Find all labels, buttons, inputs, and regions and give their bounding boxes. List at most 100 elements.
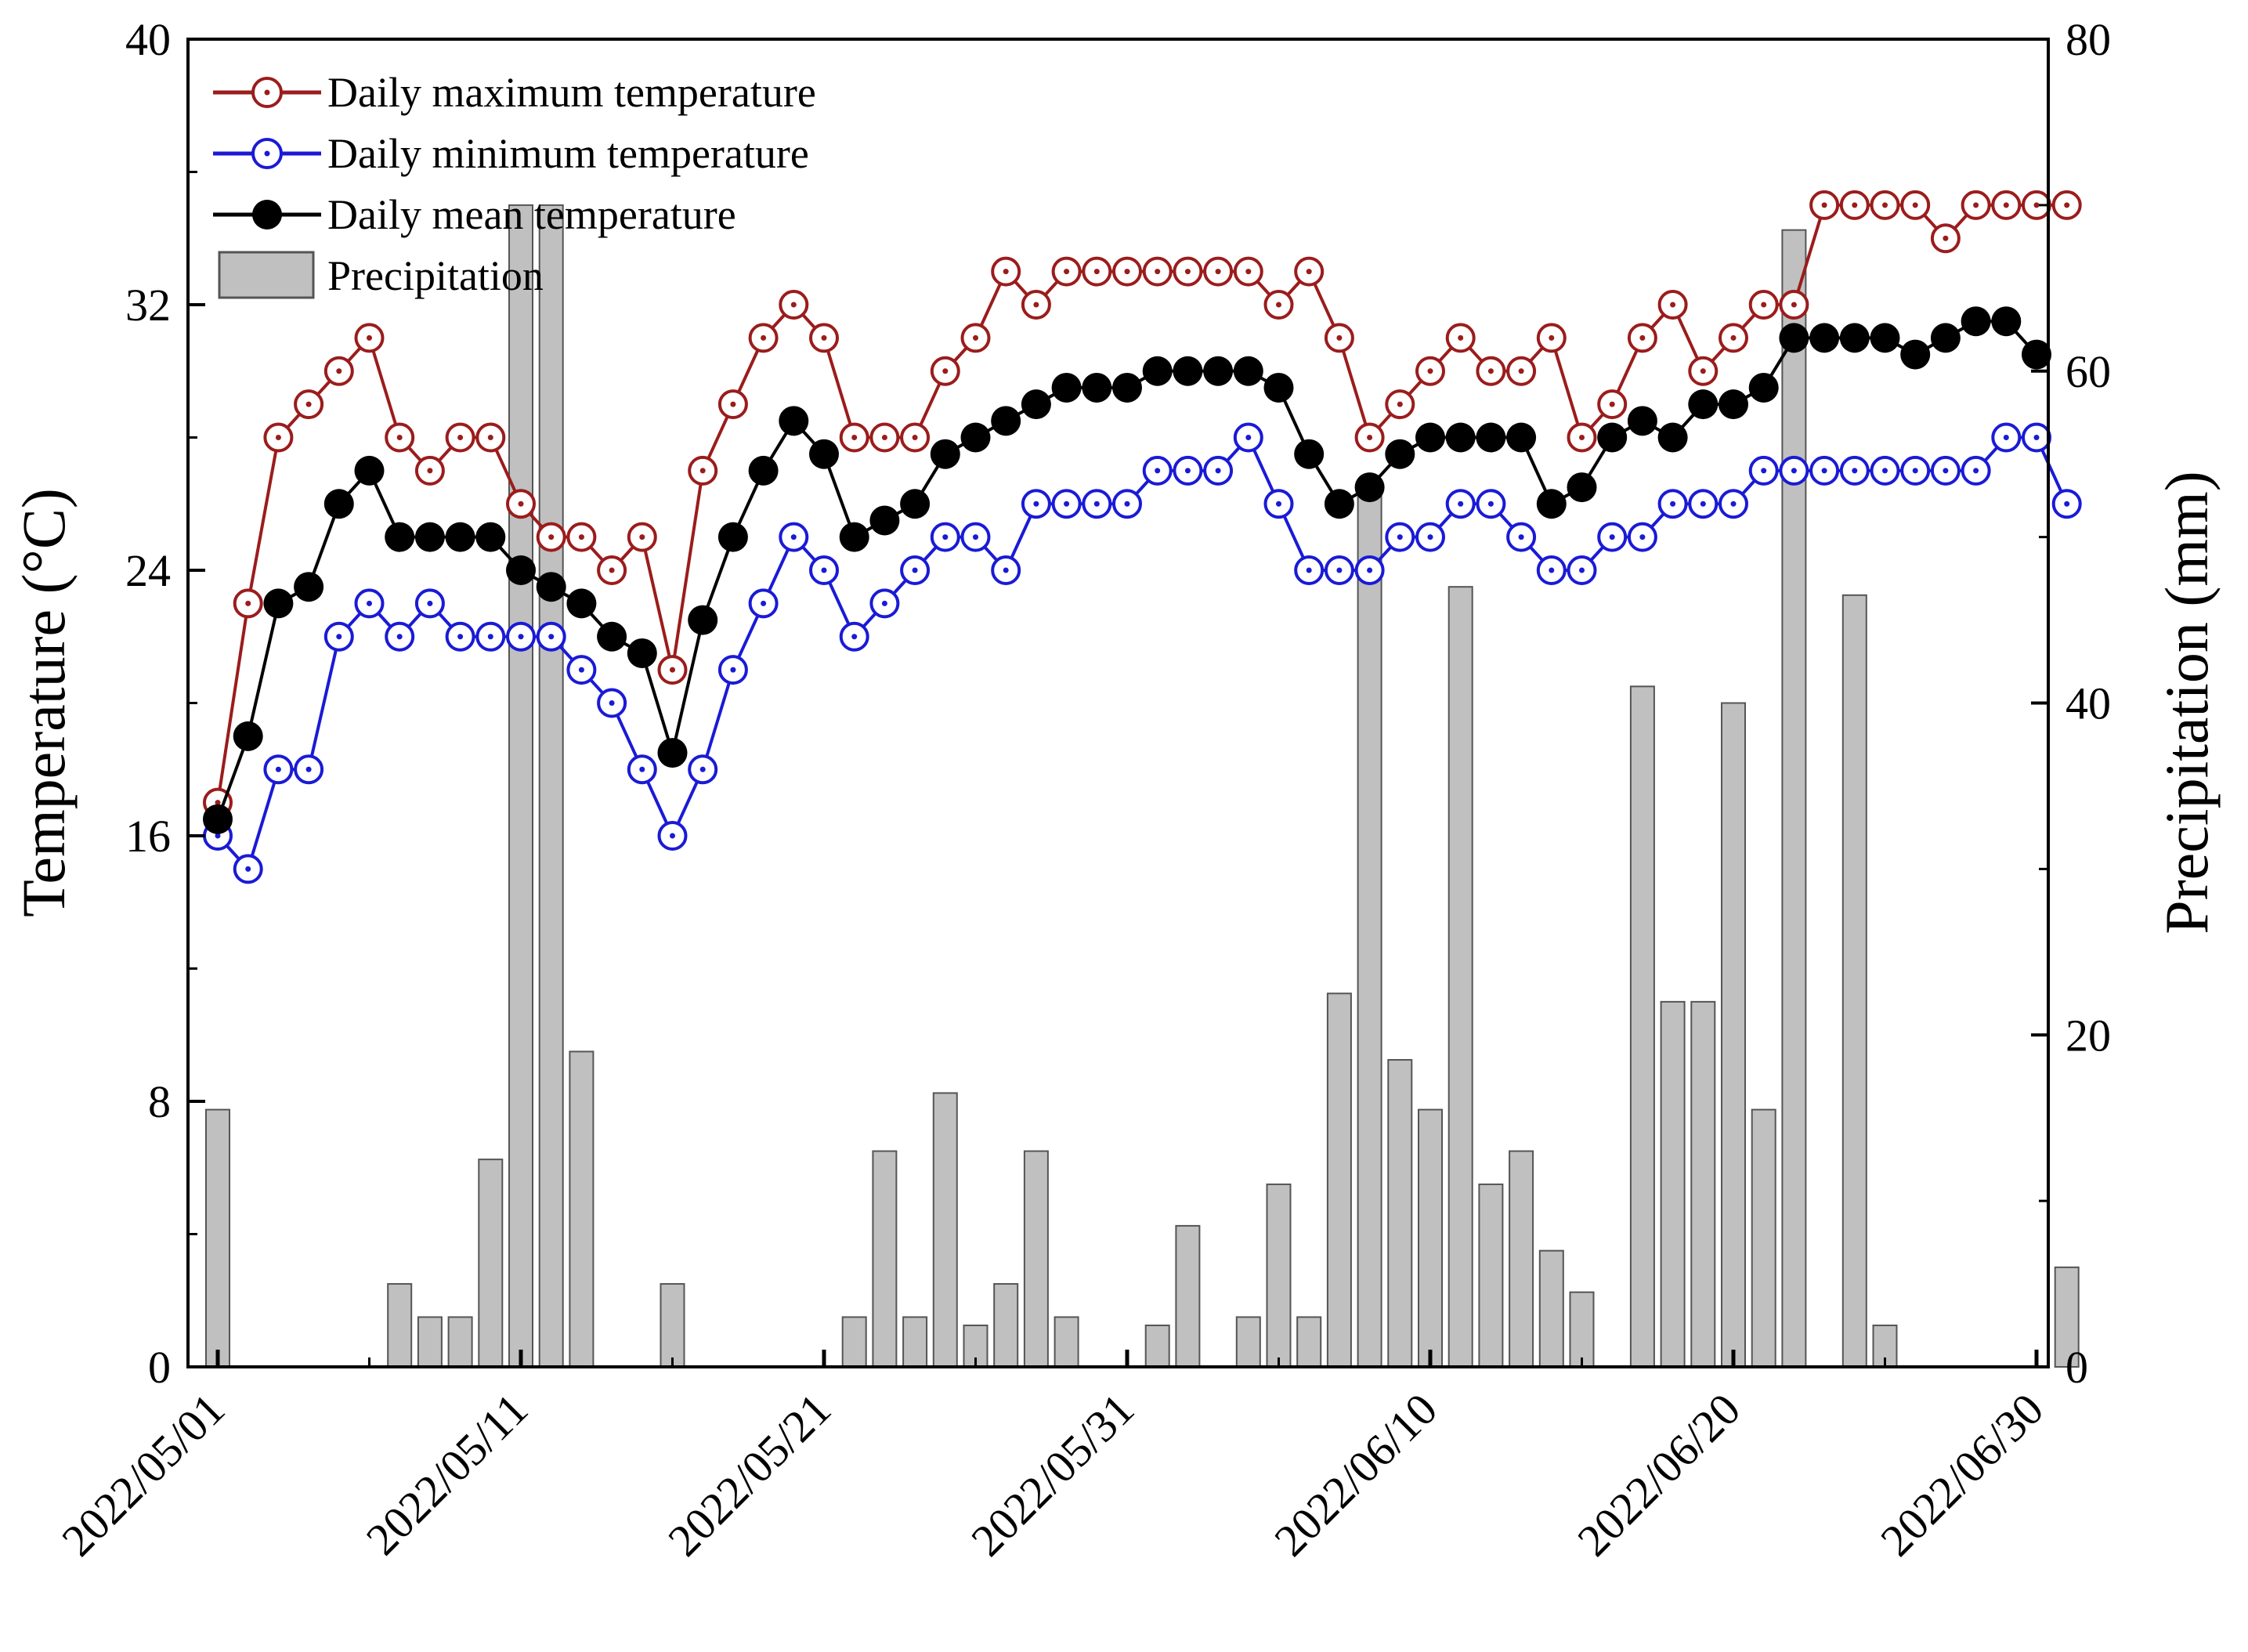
mean-temp-point xyxy=(869,505,900,536)
max-temp-point-dot xyxy=(518,501,524,507)
precip-bar xyxy=(932,1092,958,1368)
legend-item-max: Daily maximum temperature xyxy=(213,69,816,116)
min-temp-point-dot xyxy=(1882,468,1888,474)
precip-bar xyxy=(660,1283,685,1368)
min-temp-point-dot xyxy=(609,700,615,706)
min-temp-point-dot xyxy=(1184,468,1191,474)
legend-marker-mean xyxy=(252,200,282,230)
max-temp-point-dot xyxy=(1003,269,1009,275)
precip-bar xyxy=(508,204,533,1368)
legend-item-precip: Precipitation xyxy=(218,251,544,299)
min-temp-point-dot xyxy=(1276,501,1281,507)
mean-temp-point xyxy=(1688,389,1719,420)
y-left-tick-label: 16 xyxy=(125,811,171,862)
min-temp-point-dot xyxy=(1124,501,1130,507)
max-temp-point-dot xyxy=(396,435,403,440)
mean-temp-point xyxy=(930,439,960,469)
mean-temp-point xyxy=(1506,422,1537,453)
min-temp-point-dot xyxy=(1245,435,1252,440)
min-temp-point-dot xyxy=(2033,435,2040,440)
precip-bar xyxy=(1266,1183,1292,1368)
precip-bar xyxy=(1509,1150,1534,1368)
max-temp-point-dot xyxy=(305,401,312,407)
min-temp-point-dot xyxy=(1791,468,1797,474)
mean-temp-point xyxy=(1930,323,1961,353)
precip-bar xyxy=(387,1283,413,1368)
mean-temp-point xyxy=(1324,489,1354,519)
max-temp-point-dot xyxy=(761,334,767,341)
precip-bar xyxy=(1690,1000,1716,1368)
mean-temp-point xyxy=(1415,422,1445,453)
min-temp-point-dot xyxy=(487,634,493,640)
temperature-lines xyxy=(203,190,2082,884)
min-temp-point-dot xyxy=(1487,501,1494,507)
min-temp-point-dot xyxy=(1518,534,1524,540)
x-tick-label: 2022/05/11 xyxy=(356,1383,537,1564)
y-right-tick-label: 20 xyxy=(2065,1010,2111,1061)
min-temp-point-dot xyxy=(1761,468,1767,474)
precip-bar xyxy=(841,1316,867,1368)
mean-temp-point xyxy=(536,572,566,602)
min-temp-point-dot xyxy=(1700,501,1706,507)
min-temp-point-dot xyxy=(275,766,281,772)
mean-temp-point xyxy=(233,721,263,751)
y-left-tick-label: 32 xyxy=(125,280,171,331)
min-temp-point-dot xyxy=(1033,501,1039,507)
max-temp-point-dot xyxy=(1730,334,1737,341)
min-temp-point-dot xyxy=(912,567,918,573)
min-temp-point-dot xyxy=(548,634,555,640)
max-temp-point-dot xyxy=(1033,302,1039,308)
mean-temp-point xyxy=(1719,389,1748,420)
min-temp-point-dot xyxy=(1730,501,1737,507)
max-temp-point-dot xyxy=(670,667,675,673)
precip-bar xyxy=(1781,229,1807,1368)
y-right-tick-label: 60 xyxy=(2065,346,2111,397)
mean-temp-point xyxy=(688,605,718,635)
mean-temp-point xyxy=(385,522,415,552)
min-temp-point-dot xyxy=(578,667,584,673)
min-temp-point-dot xyxy=(1306,567,1312,573)
min-temp-point-dot xyxy=(821,567,827,573)
mean-temp-point xyxy=(1354,472,1385,503)
max-temp-point-dot xyxy=(1579,435,1585,440)
y-right-tick-label: 40 xyxy=(2065,678,2111,729)
precip-bar xyxy=(1841,594,1867,1368)
y-left-tick-label: 8 xyxy=(148,1076,171,1127)
precip-bar xyxy=(1629,685,1655,1368)
mean-temp-point xyxy=(1991,306,2022,337)
mean-temp-point xyxy=(1870,323,1900,353)
max-temp-point-dot xyxy=(1609,401,1615,407)
min-temp-point-dot xyxy=(1336,567,1343,573)
mean-temp-point xyxy=(1263,372,1294,403)
precip-bar xyxy=(902,1316,928,1368)
min-temp-point-dot xyxy=(639,766,645,772)
precip-bar xyxy=(1538,1249,1564,1368)
y-left-tick-label: 24 xyxy=(125,545,171,596)
min-temp-point-dot xyxy=(761,600,767,606)
legend: Daily maximum temperature Daily minimum … xyxy=(213,69,816,299)
mean-temp-point xyxy=(294,572,324,602)
max-temp-point-dot xyxy=(699,468,706,474)
max-temp-point-dot xyxy=(1458,334,1464,341)
legend-swatch-precip xyxy=(218,251,315,299)
min-temp-point-dot xyxy=(1549,567,1555,573)
max-temp-point-dot xyxy=(487,435,493,440)
mean-temp-point xyxy=(748,455,779,486)
max-temp-point-dot xyxy=(1518,368,1524,374)
precip-bar xyxy=(1447,586,1473,1368)
max-temp-point-dot xyxy=(245,600,251,606)
mean-temp-point xyxy=(1385,439,1415,469)
mean-temp-point xyxy=(1900,339,1931,370)
max-temp-point-dot xyxy=(1943,235,1949,241)
min-temp-point-dot xyxy=(942,534,949,540)
max-temp-point-dot xyxy=(1093,269,1100,275)
max-temp-point-dot xyxy=(821,334,827,341)
mean-temp-point xyxy=(1173,356,1203,386)
max-temp-point-dot xyxy=(609,567,615,573)
legend-item-min: Daily minimum temperature xyxy=(213,130,809,177)
precip-bar xyxy=(205,1108,230,1368)
x-tick-label: 2022/06/10 xyxy=(1264,1383,1447,1566)
min-temp-point-dot xyxy=(1427,534,1433,540)
mean-temp-point xyxy=(1082,372,1112,403)
